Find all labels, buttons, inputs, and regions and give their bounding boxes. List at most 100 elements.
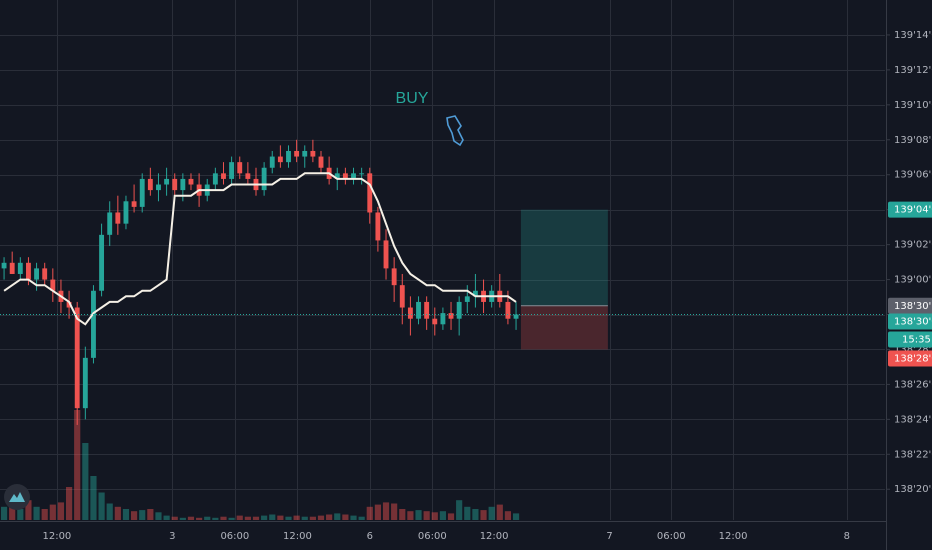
volume-bar bbox=[41, 509, 48, 520]
volume-bar bbox=[399, 509, 406, 520]
candle-body bbox=[416, 301, 421, 319]
candle-body bbox=[367, 173, 373, 213]
volume-bar bbox=[139, 510, 146, 520]
plot bbox=[0, 0, 885, 520]
y-tick-label: 138'28'0 bbox=[894, 344, 932, 355]
volume-bar bbox=[131, 511, 138, 520]
candle-body bbox=[66, 301, 72, 308]
candle-body bbox=[318, 156, 324, 168]
volume-bar bbox=[366, 506, 373, 520]
candle-body bbox=[180, 178, 186, 191]
annotation: BUY bbox=[396, 90, 429, 107]
target-zone bbox=[520, 209, 608, 306]
volume-bar bbox=[512, 513, 520, 520]
candle-body bbox=[448, 313, 454, 319]
volume-bar bbox=[244, 516, 251, 520]
x-tick-label: 12:00 bbox=[42, 531, 71, 542]
x-tick-label: 12:00 bbox=[719, 531, 748, 542]
volume-bar bbox=[122, 509, 130, 520]
candle-body bbox=[342, 173, 348, 179]
price-tag-label: 138'30'5 bbox=[894, 301, 932, 312]
volume-bar bbox=[301, 516, 308, 520]
price-tag bbox=[888, 201, 932, 218]
x-tick-label: 06:00 bbox=[220, 531, 249, 542]
y-tick-label: 139'00'0 bbox=[894, 275, 932, 286]
volume-bar bbox=[147, 509, 154, 520]
volume-bar bbox=[74, 410, 81, 520]
countdown-tag bbox=[888, 331, 932, 348]
volume-bar bbox=[464, 506, 471, 520]
volume-bar bbox=[277, 515, 284, 520]
volume-bar bbox=[350, 515, 357, 520]
candle-body bbox=[237, 162, 243, 174]
price-tag bbox=[888, 313, 932, 330]
volume-bar bbox=[407, 511, 414, 520]
volume-bar bbox=[106, 503, 113, 520]
candle-body bbox=[26, 262, 31, 280]
volume-bar bbox=[57, 502, 65, 520]
candle-body bbox=[245, 173, 251, 179]
x-tick-label: 3 bbox=[169, 531, 175, 542]
volume-bar bbox=[49, 504, 56, 520]
volume-bar bbox=[17, 509, 24, 520]
y-tick-label: 138'20'0 bbox=[894, 484, 932, 495]
x-tick-label: 06:00 bbox=[657, 531, 686, 542]
price-tag-label: 138'28'0 bbox=[894, 353, 932, 364]
volume-bar bbox=[179, 517, 186, 520]
volume-bar bbox=[504, 511, 512, 520]
price-tag bbox=[888, 297, 932, 314]
candle-body bbox=[334, 173, 340, 179]
candle-body bbox=[50, 279, 56, 291]
volume-bar bbox=[114, 506, 121, 520]
candle-body bbox=[172, 178, 178, 191]
volume-bar bbox=[196, 517, 203, 520]
volume-bar bbox=[9, 504, 16, 520]
volume bbox=[0, 410, 520, 520]
candle-body bbox=[277, 156, 283, 163]
x-tick-label: 8 bbox=[844, 531, 850, 542]
countdown: 15:35 bbox=[902, 335, 931, 346]
candle-body bbox=[229, 162, 235, 179]
volume-bar bbox=[293, 515, 300, 520]
volume-bar bbox=[90, 476, 97, 520]
volume-bar bbox=[326, 514, 333, 520]
volume-bar bbox=[187, 516, 195, 520]
x-tick-label: 06:00 bbox=[418, 531, 447, 542]
candle-body bbox=[351, 173, 356, 179]
volume-bar bbox=[488, 506, 495, 520]
y-tick-label: 139'10'0 bbox=[894, 100, 932, 111]
candle-body bbox=[464, 296, 470, 302]
y-tick-label: 138'24'0 bbox=[894, 414, 932, 425]
candle-body bbox=[156, 184, 161, 191]
candle-body bbox=[424, 301, 430, 319]
candle-body bbox=[212, 173, 218, 185]
candle-body bbox=[440, 313, 446, 325]
volume-bar bbox=[163, 515, 170, 520]
candle-body bbox=[164, 178, 170, 185]
volume-bar bbox=[342, 514, 349, 520]
candle-body bbox=[42, 268, 48, 280]
volume-bar bbox=[285, 516, 292, 520]
y-tick-label: 138'26'0 bbox=[894, 379, 932, 390]
volume-bar bbox=[228, 517, 235, 520]
candle-body bbox=[375, 212, 381, 241]
y-tick-label: 139'14'0 bbox=[894, 30, 932, 41]
volume-bar bbox=[82, 443, 89, 520]
candle-body bbox=[221, 173, 226, 179]
candle-body bbox=[513, 314, 519, 319]
volume-bar bbox=[98, 492, 105, 520]
candle-body bbox=[383, 240, 389, 269]
volume-bar bbox=[171, 516, 178, 520]
ma-line bbox=[3, 172, 517, 326]
volume-bar bbox=[252, 516, 260, 520]
price-tag-label: 139'04'0 bbox=[894, 205, 932, 216]
volume-bar bbox=[439, 511, 446, 520]
logo bbox=[4, 484, 30, 510]
candle-body bbox=[294, 150, 300, 157]
candle-body bbox=[139, 178, 145, 207]
x-tick-label: 7 bbox=[606, 531, 612, 542]
volume-bar bbox=[382, 502, 390, 520]
